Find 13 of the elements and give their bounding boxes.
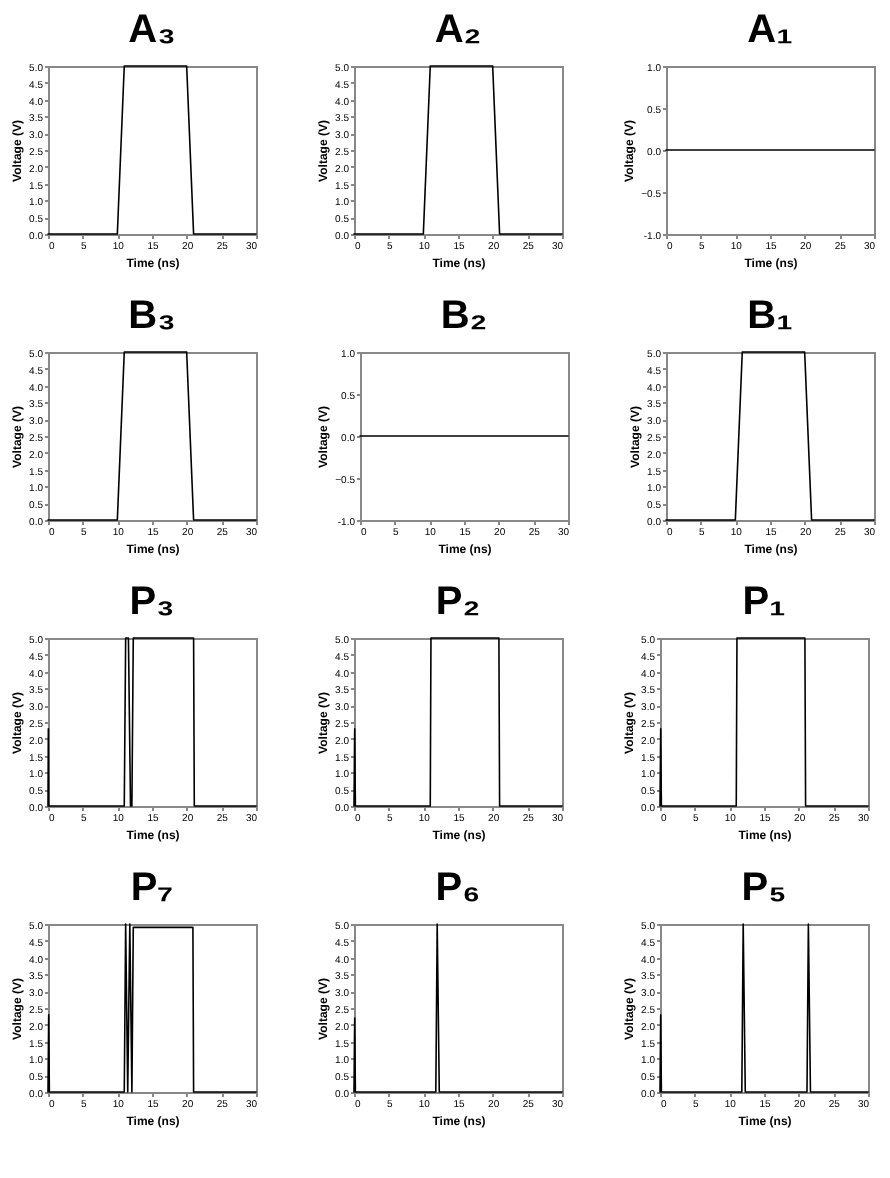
chart-title: P₆ — [435, 866, 481, 910]
chart-title: P₇ — [130, 866, 174, 910]
chart-title: P₁ — [742, 580, 786, 624]
chart-title: P₃ — [129, 580, 175, 624]
chart-title: A₃ — [128, 8, 176, 52]
chart-title: A₁ — [747, 8, 793, 52]
chart-title: B₂ — [440, 294, 488, 338]
chart-title: B₁ — [747, 294, 793, 338]
chart-title: P₅ — [741, 866, 787, 910]
chart-title: B₃ — [128, 294, 176, 338]
line-series — [47, 923, 257, 1093]
chart-title: P₂ — [435, 580, 481, 624]
chart-title: A₂ — [434, 8, 482, 52]
